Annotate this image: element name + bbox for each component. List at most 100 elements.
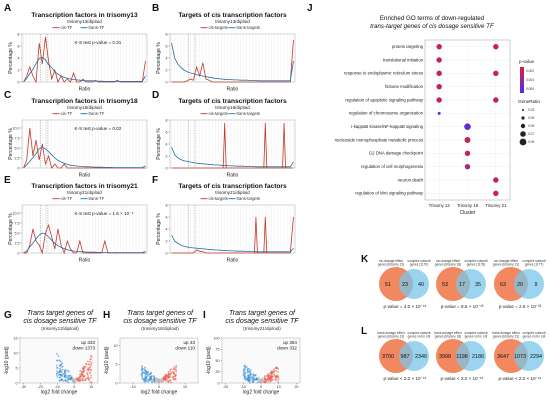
- volcano-subtitle: (trisomy13/diploid): [41, 326, 79, 331]
- data-point: [89, 368, 92, 371]
- data-point: [277, 378, 280, 381]
- line-panel-d: Targets of cis transcription factorstris…: [156, 98, 296, 179]
- y-tick-label: 8: [166, 203, 168, 207]
- data-point: [248, 367, 250, 370]
- x-tick-label: -20: [38, 385, 43, 389]
- data-point: [261, 378, 264, 381]
- data-point: [164, 380, 167, 382]
- data-point: [64, 369, 67, 372]
- data-point: [86, 360, 89, 363]
- data-point: [145, 379, 148, 382]
- cluster-label: Trisomy 13: [429, 203, 451, 208]
- y-axis-label: Percentage %: [156, 128, 162, 160]
- plot-area: [221, 337, 301, 384]
- venn-left-count: 53: [442, 282, 448, 288]
- y-tick-label: 0: [18, 80, 20, 84]
- dotplot-title: trans-target genes of cis dosage sensiti…: [370, 23, 495, 30]
- venn-left-label: genes (trisomy 13): [378, 263, 404, 267]
- data-point: [60, 374, 62, 376]
- data-point: [141, 378, 144, 380]
- data-point: [82, 370, 85, 373]
- panel-subtitle: trisomy13/diploid: [67, 19, 102, 24]
- y-tick-label: 6: [166, 130, 168, 134]
- venn-left-count: 3998: [439, 354, 451, 360]
- go-term-label: regulation of apoptotic signaling pathwa…: [345, 97, 423, 102]
- series-line-trans: [171, 146, 294, 168]
- data-point: [270, 379, 273, 381]
- x-axis-label: Ratio: [227, 87, 239, 93]
- data-point: [154, 378, 157, 381]
- data-point: [168, 379, 171, 382]
- panel-title: Transcription factors in trisomy18: [31, 98, 138, 105]
- line-panel-a: Transcription factors in trisomy13trisom…: [8, 12, 148, 93]
- venn-overlap-count: 23: [402, 282, 408, 288]
- venn-right-circle: [514, 341, 544, 371]
- x-tick-label: 0: [158, 385, 160, 389]
- venn-right-count: 40: [418, 282, 424, 288]
- data-point: [277, 370, 279, 373]
- legend-label: cis-TF: [61, 196, 73, 201]
- ks-test-annotation: K-S test p-value = 0.02: [75, 126, 122, 131]
- x-axis-label: Ratio: [227, 173, 239, 179]
- series-line-trans: [171, 234, 294, 253]
- panel-letter-d: D: [152, 90, 159, 101]
- data-point: [55, 352, 58, 355]
- data-point: [267, 381, 270, 384]
- data-point: [58, 369, 61, 372]
- y-tick-label: 6: [166, 215, 168, 219]
- cluster-label: Trisomy 21: [485, 203, 507, 208]
- legend-label: cis-targets: [209, 25, 228, 30]
- y-axis-label: Percentage %: [8, 213, 14, 245]
- venn-overlap-count: 987: [401, 354, 410, 360]
- legend-title: GeneRatio: [518, 99, 540, 104]
- panel-subtitle: trisomy13/diploid: [215, 19, 250, 24]
- data-point: [89, 365, 92, 368]
- series-spike: [222, 122, 227, 169]
- y-tick-label: 2: [166, 239, 168, 243]
- y-tick-label: 0: [116, 381, 118, 385]
- data-point: [72, 378, 75, 381]
- data-point: [60, 379, 62, 381]
- colorbar-tick-label: 0.002: [526, 69, 534, 73]
- data-point: [144, 374, 147, 377]
- panel-subtitle: trisomy18/diploid: [67, 105, 102, 110]
- go-dot: [493, 97, 499, 103]
- data-point: [245, 365, 248, 368]
- data-point: [58, 379, 61, 382]
- data-point: [273, 374, 276, 377]
- go-term-label: G2 DNA damage checkpoint: [369, 151, 424, 156]
- data-point: [252, 373, 255, 376]
- venn-left-label: trans-dosage effect: [434, 331, 461, 335]
- data-point: [155, 377, 158, 379]
- y-tick-label: 10.0: [13, 211, 20, 215]
- venn-left-label: trans-dosage effect: [377, 331, 404, 335]
- data-point: [275, 379, 277, 381]
- data-point: [277, 381, 280, 383]
- go-term-label: translational initiation: [383, 57, 424, 62]
- y-tick-label: 4: [166, 227, 168, 231]
- data-point: [167, 381, 170, 384]
- plot-area: [119, 337, 199, 384]
- data-point: [244, 366, 246, 369]
- y-tick-label: 15: [14, 336, 18, 340]
- data-point: [273, 368, 275, 371]
- go-dot: [436, 57, 442, 63]
- x-axis-label: log2 fold change: [141, 390, 178, 396]
- legend-label: cis-targets: [209, 196, 228, 201]
- data-point: [156, 379, 159, 382]
- data-point: [143, 378, 146, 380]
- data-point: [169, 370, 172, 373]
- x-axis-label: Ratio: [227, 258, 239, 264]
- data-point: [64, 374, 67, 377]
- data-point: [72, 381, 75, 384]
- x-axis-label: Cluster: [460, 210, 476, 216]
- x-tick-label: 10: [89, 385, 93, 389]
- x-tick-label: 10: [183, 385, 187, 389]
- data-point: [163, 376, 166, 379]
- panel-title: Targets of cis transcription factors: [178, 98, 287, 105]
- venn-right-label: genes (1177): [525, 263, 544, 267]
- x-tick-label: 10: [277, 385, 281, 389]
- panel-title: Transcription factors in trisomy13: [31, 12, 138, 19]
